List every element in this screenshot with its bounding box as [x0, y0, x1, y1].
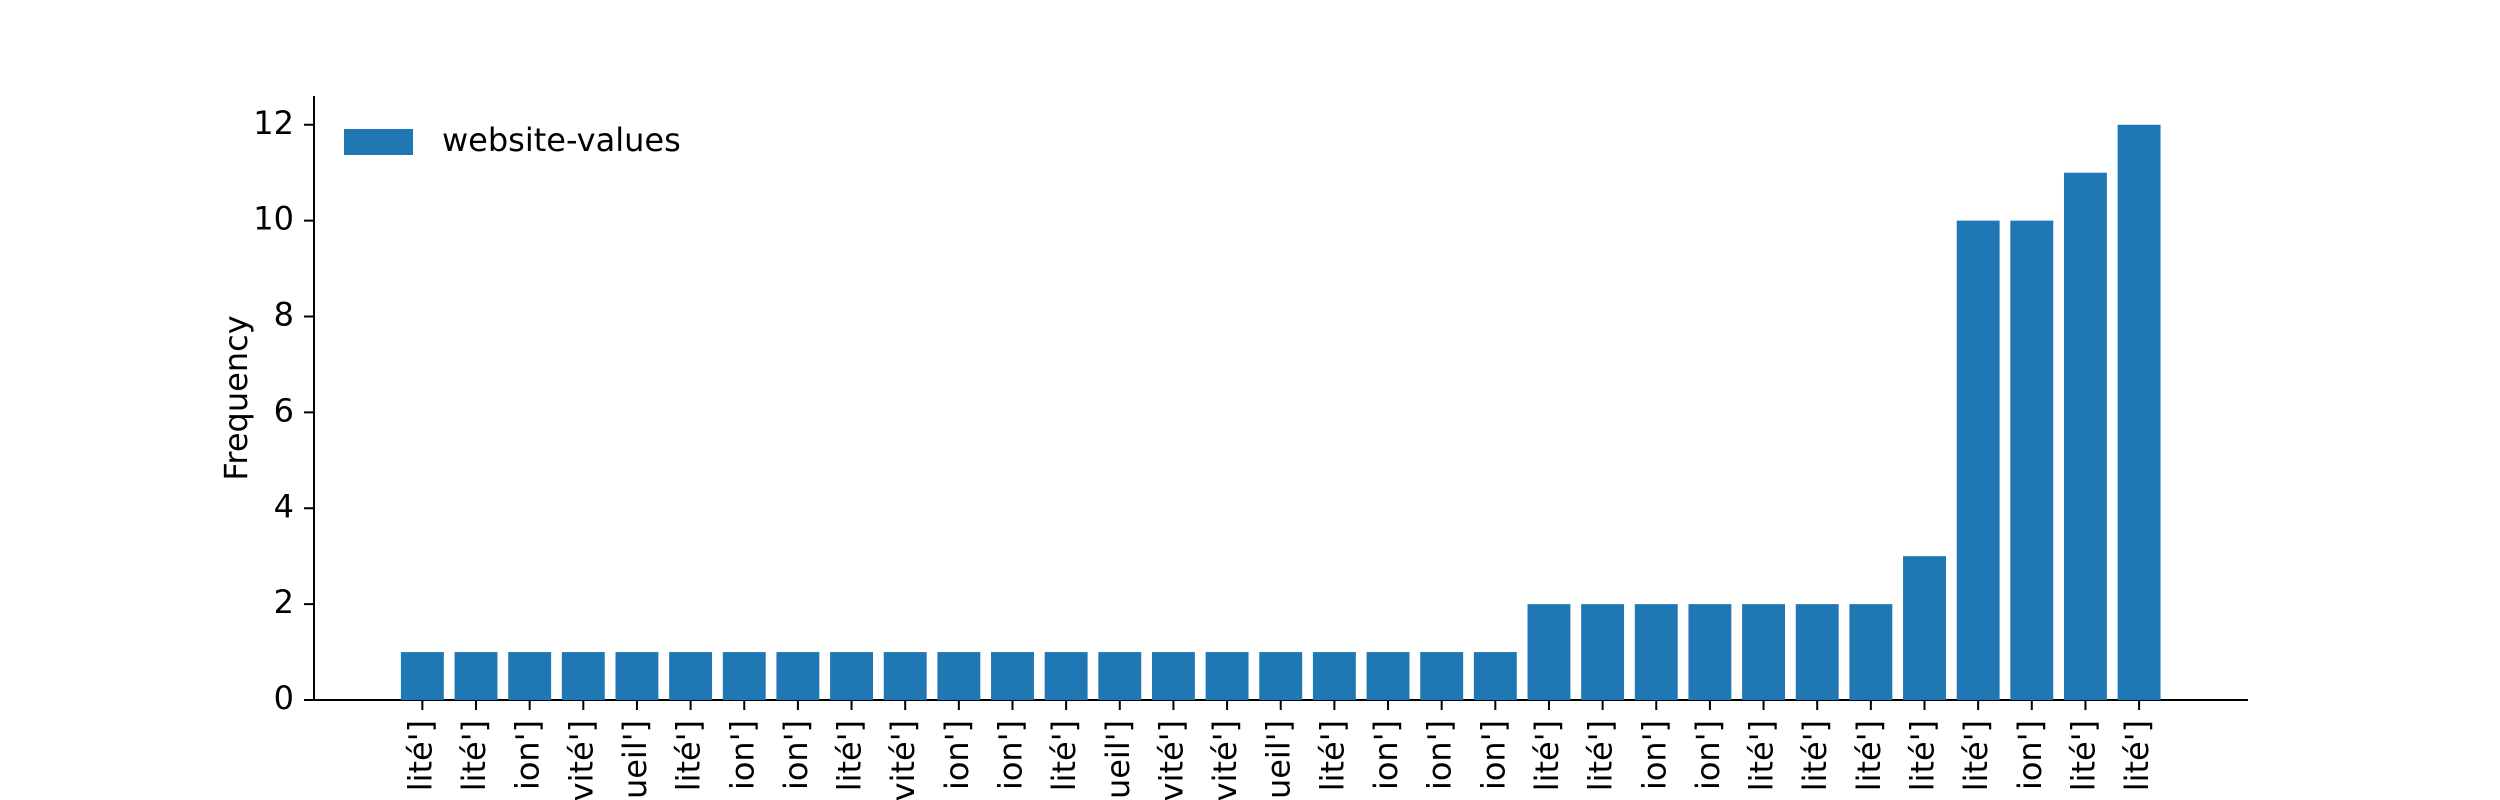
- x-tick-label: ion']: [1474, 720, 1512, 790]
- x-tick-label: lité']: [2118, 720, 2156, 791]
- bar: [937, 652, 981, 700]
- bar: [669, 652, 713, 700]
- bar: [1956, 220, 2000, 700]
- x-tick-label: ion']: [723, 720, 761, 790]
- y-tick-label: 0: [274, 679, 294, 717]
- x-tick-label: lité']: [1850, 720, 1888, 791]
- x-tick-label: ueil']: [1099, 720, 1137, 799]
- x-tick-label: lité']: [401, 720, 439, 791]
- legend-label: website-values: [442, 121, 681, 159]
- x-tick-label: lité']: [670, 720, 708, 791]
- bar: [561, 652, 605, 700]
- bar: [1634, 604, 1678, 700]
- x-tick-label: ion']: [1635, 720, 1673, 790]
- x-tick-label: lité']: [1045, 720, 1083, 791]
- x-tick-label: vité']: [1206, 720, 1244, 800]
- bar: [830, 652, 874, 700]
- x-tick-label: lité']: [1743, 720, 1781, 791]
- x-tick-label: ion']: [2011, 720, 2049, 790]
- x-tick-label: lité']: [831, 720, 869, 791]
- bar: [2063, 172, 2107, 700]
- x-tick-label: ion']: [1367, 720, 1405, 790]
- bar: [722, 652, 766, 700]
- y-tick-label: 4: [274, 487, 294, 525]
- bar: [1151, 652, 1195, 700]
- x-tick-label: ion']: [509, 720, 547, 790]
- x-tick-label: ion']: [1689, 720, 1727, 790]
- bar: [508, 652, 552, 700]
- x-tick-label: ion']: [991, 720, 1029, 790]
- bar: [1742, 604, 1786, 700]
- x-tick-label: lité']: [1582, 720, 1620, 791]
- legend-swatch: [344, 129, 413, 155]
- x-tick-label: ion']: [1421, 720, 1459, 790]
- x-tick-label: lité']: [2064, 720, 2102, 791]
- y-tick-label: 6: [274, 391, 294, 429]
- bar: [1688, 604, 1732, 700]
- x-tick-label: lité']: [1528, 720, 1566, 791]
- bar: [1903, 556, 1946, 700]
- x-tick-label: vité']: [1152, 720, 1190, 800]
- x-tick-label: ion']: [938, 720, 976, 790]
- bar: [1205, 652, 1249, 700]
- bar: [1795, 604, 1839, 700]
- y-tick-label: 10: [253, 200, 294, 238]
- bar: [1527, 604, 1571, 700]
- bar: [400, 652, 444, 700]
- bar: [883, 652, 927, 700]
- bar: [1581, 604, 1625, 700]
- x-tick-label: ueil']: [1260, 720, 1298, 799]
- x-tick-label: lité']: [1904, 720, 1942, 791]
- bar: [991, 652, 1034, 700]
- bar: [2117, 124, 2161, 700]
- y-tick-label: 12: [253, 104, 294, 142]
- x-tick-label: lité']: [455, 720, 493, 791]
- y-tick-label: 2: [274, 583, 294, 621]
- bar: [776, 652, 820, 700]
- bar: [1420, 652, 1464, 700]
- x-tick-label: lité']: [1313, 720, 1351, 791]
- bar: [1849, 604, 1893, 700]
- x-tick-label: vité']: [562, 720, 600, 800]
- bar: [1044, 652, 1088, 700]
- x-tick-label: lité']: [1796, 720, 1834, 791]
- bar: [2010, 220, 2054, 700]
- x-tick-label: lité']: [1957, 720, 1995, 791]
- bar: [1259, 652, 1303, 700]
- bar: [1366, 652, 1410, 700]
- bar: [454, 652, 498, 700]
- y-axis-label: Frequency: [217, 315, 255, 480]
- x-tick-label: vité']: [884, 720, 922, 800]
- bar: [1473, 652, 1517, 700]
- x-tick-label: ueil']: [616, 720, 654, 799]
- bar: [1098, 652, 1142, 700]
- y-tick-label: 8: [274, 296, 294, 334]
- bar: [615, 652, 659, 700]
- x-tick-label: ion']: [777, 720, 815, 790]
- bar: [1312, 652, 1356, 700]
